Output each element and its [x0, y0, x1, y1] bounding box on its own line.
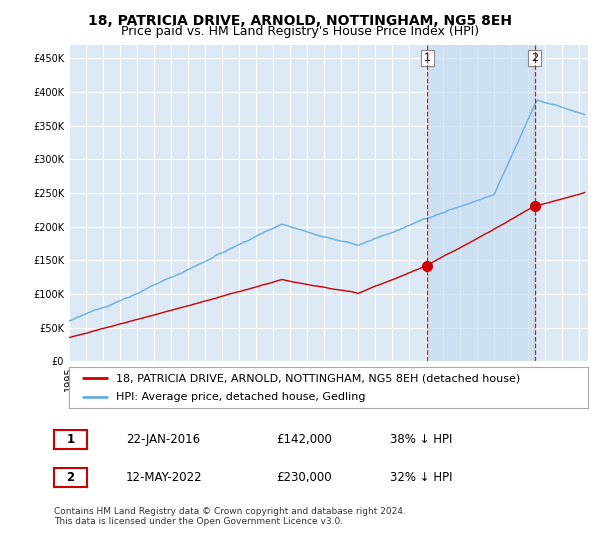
- Text: £230,000: £230,000: [276, 470, 332, 484]
- Text: 2: 2: [531, 53, 538, 63]
- Text: £142,000: £142,000: [276, 433, 332, 446]
- Text: 18, PATRICIA DRIVE, ARNOLD, NOTTINGHAM, NG5 8EH (detached house): 18, PATRICIA DRIVE, ARNOLD, NOTTINGHAM, …: [116, 374, 520, 383]
- Text: HPI: Average price, detached house, Gedling: HPI: Average price, detached house, Gedl…: [116, 392, 365, 402]
- Text: Price paid vs. HM Land Registry's House Price Index (HPI): Price paid vs. HM Land Registry's House …: [121, 25, 479, 38]
- Text: 12-MAY-2022: 12-MAY-2022: [126, 470, 203, 484]
- Text: 22-JAN-2016: 22-JAN-2016: [126, 433, 200, 446]
- Text: Contains HM Land Registry data © Crown copyright and database right 2024.
This d: Contains HM Land Registry data © Crown c…: [54, 507, 406, 526]
- Bar: [427, 45, 535, 361]
- Text: 1: 1: [424, 53, 431, 63]
- Text: 38% ↓ HPI: 38% ↓ HPI: [390, 433, 452, 446]
- Text: 32% ↓ HPI: 32% ↓ HPI: [390, 470, 452, 484]
- Text: 2: 2: [67, 470, 74, 484]
- Text: 1: 1: [67, 433, 74, 446]
- Text: 18, PATRICIA DRIVE, ARNOLD, NOTTINGHAM, NG5 8EH: 18, PATRICIA DRIVE, ARNOLD, NOTTINGHAM, …: [88, 14, 512, 28]
